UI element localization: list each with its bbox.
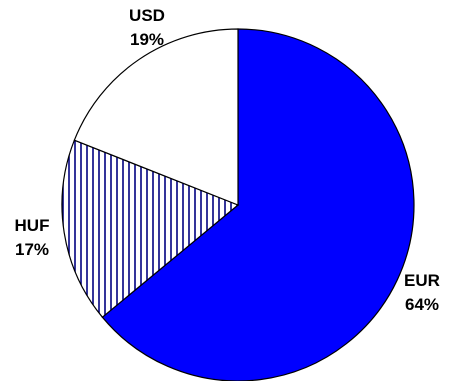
pie-slices: [61, 28, 415, 381]
slice-label-eur: EUR: [404, 271, 440, 290]
slice-value-eur: 64%: [405, 295, 439, 314]
pie-slice-huf: [61, 139, 240, 319]
slice-value-huf: 17%: [15, 240, 49, 259]
slice-value-usd: 19%: [130, 30, 164, 49]
slice-label-huf: HUF: [15, 216, 50, 235]
pie-labels: EUR 64% HUF 17% USD 19%: [15, 6, 440, 314]
slice-label-usd: USD: [129, 6, 165, 25]
pie-slice-usd: [73, 28, 239, 206]
pie-slice-eur: [101, 28, 415, 381]
